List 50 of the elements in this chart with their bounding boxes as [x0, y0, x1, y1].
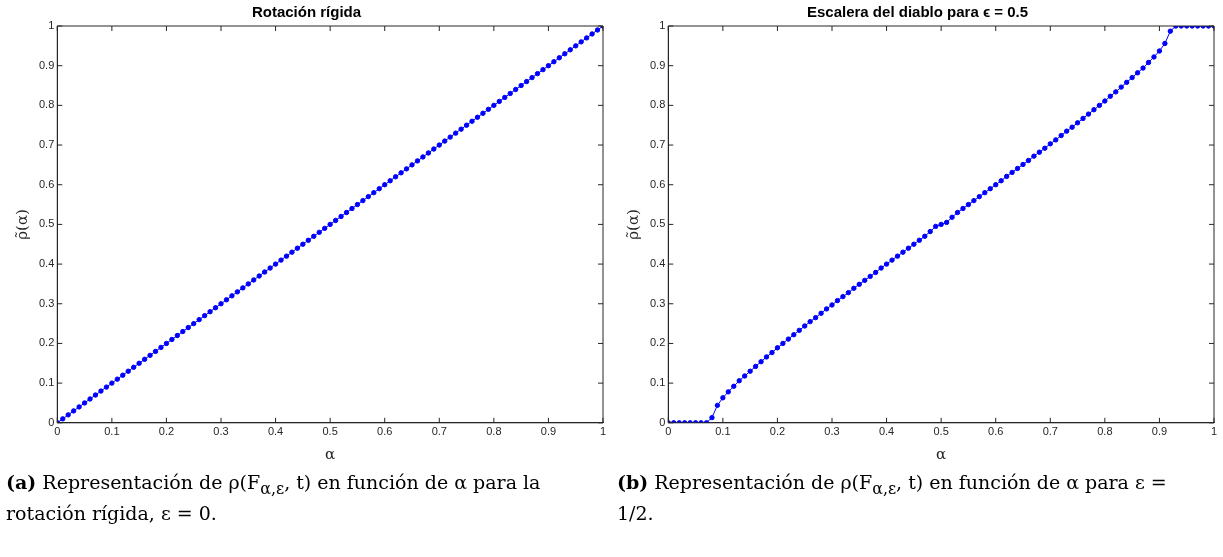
text: (a) Representación de ρ(F$_{α,ε}$, t) en función de α para la rotación rígida, ε = 0. [6, 471, 541, 524]
x-tick-label: 0.5 [322, 425, 338, 438]
text: (b) Representación de ρ(F$_{α,ε}$, t) en función de α para ε = 1/2. [617, 471, 1167, 524]
x-tick-label: 0.6 [988, 425, 1004, 438]
x-tick-label: 0.9 [1151, 425, 1168, 438]
y-tick-label: 0.6 [649, 177, 666, 190]
y-tick-label: 0.4 [649, 257, 666, 270]
y-tick-label: 0.5 [38, 217, 55, 230]
y-tick-label: 0.2 [38, 336, 55, 349]
x-tick-label: 0.4 [267, 425, 284, 438]
chart-title: Escalera del diablo para ϵ = 0.5 [806, 3, 1029, 21]
y-axis-title: ρ̃(α) [623, 209, 642, 240]
x-tick-label: 0.4 [878, 425, 895, 438]
x-axis-title: α [325, 444, 336, 463]
x-tick-label: 0.1 [715, 425, 731, 438]
y-tick-label: 0 [48, 415, 55, 428]
x-axis-title: α [936, 444, 947, 463]
y-tick-label: 0.9 [649, 58, 666, 71]
x-tick-label: 0.7 [1042, 425, 1058, 438]
y-tick-label: 0.4 [38, 257, 55, 270]
y-tick-label: 0 [659, 415, 666, 428]
y-tick-label: 1 [48, 19, 55, 32]
y-tick-label: 0.3 [38, 296, 55, 309]
x-tick-label: 0.1 [104, 425, 120, 438]
y-tick-label: 0.9 [38, 58, 55, 71]
y-tick-label: 1 [659, 19, 666, 32]
y-tick-label: 0.6 [38, 177, 55, 190]
x-tick-label: 0.8 [1097, 425, 1113, 438]
y-tick-label: 0.2 [649, 336, 666, 349]
y-tick-label: 0.8 [649, 98, 666, 111]
x-tick-label: 0.6 [377, 425, 393, 438]
y-tick-label: 0.3 [649, 296, 666, 309]
y-tick-label: 0.8 [38, 98, 55, 111]
x-tick-label: 1 [599, 425, 607, 438]
x-tick-label: 0.8 [486, 425, 502, 438]
x-tick-label: 0.3 [213, 425, 229, 438]
y-axis-title: ρ̃(α) [12, 209, 31, 240]
x-tick-label: 0.5 [933, 425, 949, 438]
x-tick-label: 0.9 [540, 425, 557, 438]
x-tick-label: 0.2 [769, 425, 786, 438]
x-tick-label: 1 [1210, 425, 1218, 438]
chart-title: Rotación rígida [251, 3, 362, 21]
x-tick-label: 0.2 [158, 425, 175, 438]
x-tick-label: 0.3 [824, 425, 840, 438]
y-tick-label: 0.7 [649, 138, 666, 151]
y-tick-label: 0.1 [649, 376, 666, 389]
y-tick-label: 0.5 [649, 217, 666, 230]
y-tick-label: 0.7 [38, 138, 55, 151]
x-tick-label: 0.7 [431, 425, 447, 438]
y-tick-label: 0.1 [38, 376, 55, 389]
